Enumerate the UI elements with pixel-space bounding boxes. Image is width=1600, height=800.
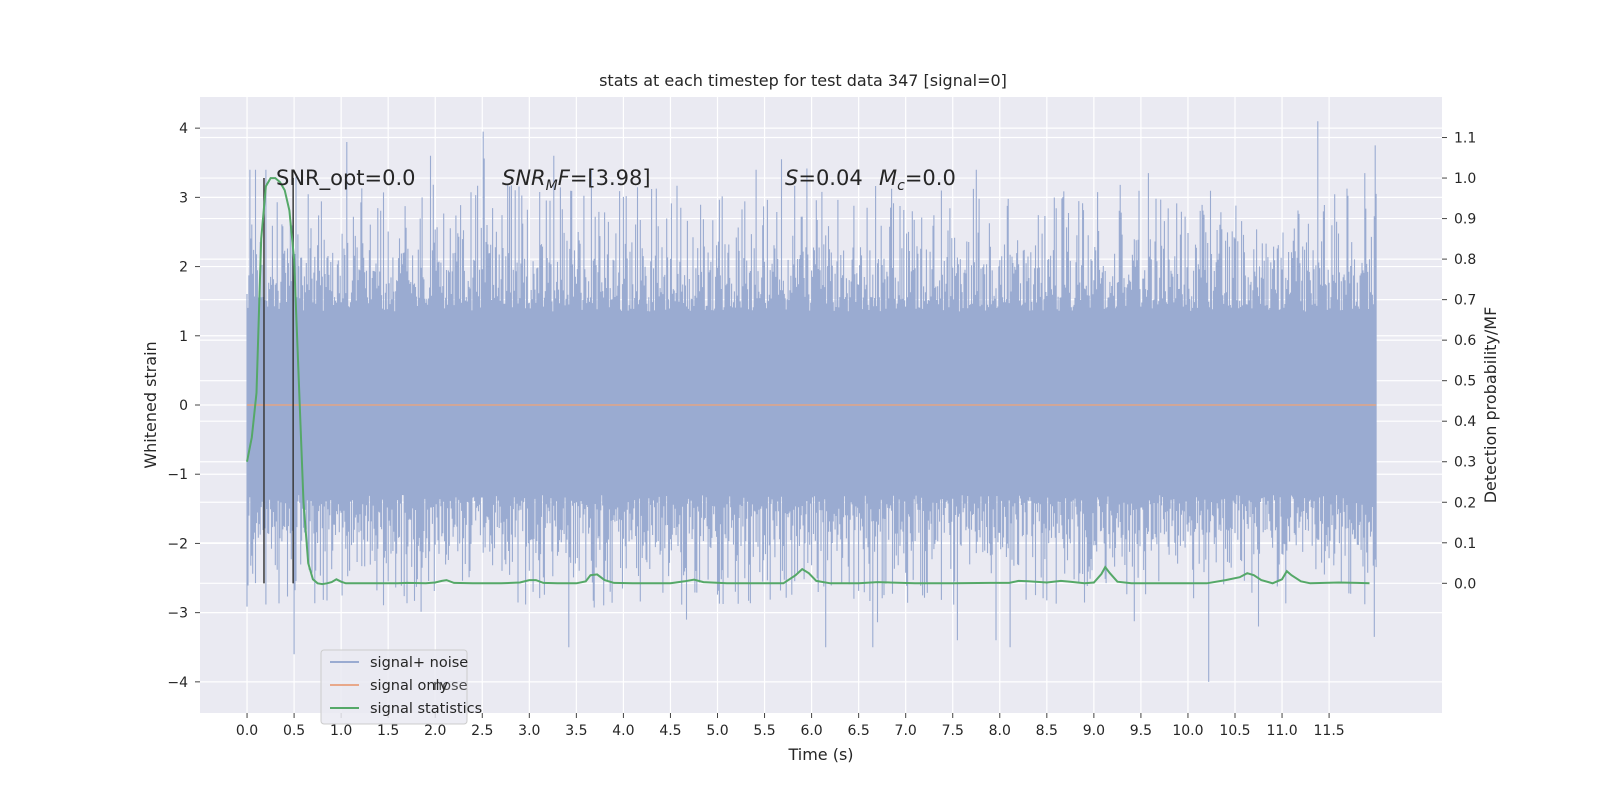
y-tick-label-4: 0 — [179, 398, 188, 414]
y2-tick-label-9: 0.2 — [1454, 495, 1476, 511]
x-tick-label-4: 2.0 — [424, 723, 446, 739]
legend-ghost-text: nose — [433, 678, 468, 694]
x-tick-label-2: 1.0 — [330, 723, 352, 739]
x-tick-label-13: 6.5 — [848, 723, 870, 739]
x-tick-label-19: 9.5 — [1130, 723, 1152, 739]
y2-tick-label-7: 0.4 — [1454, 414, 1476, 430]
x-tick-label-21: 10.5 — [1219, 723, 1250, 739]
x-tick-label-14: 7.0 — [895, 723, 917, 739]
y2-tick-label-6: 0.5 — [1454, 374, 1476, 390]
y2-tick-label-4: 0.7 — [1454, 293, 1476, 309]
x-tick-label-3: 1.5 — [377, 723, 399, 739]
x-tick-label-11: 5.5 — [753, 723, 775, 739]
x-tick-label-22: 11.0 — [1266, 723, 1297, 739]
legend-box — [320, 649, 468, 725]
x-tick-label-23: 11.5 — [1314, 723, 1345, 739]
x-tick-label-6: 3.0 — [518, 723, 540, 739]
x-tick-label-5: 2.5 — [471, 723, 493, 739]
y2-tick-label-0: 1.1 — [1454, 131, 1476, 147]
x-tick-label-9: 4.5 — [659, 723, 681, 739]
legend: nose signal+ noise signal only signal st… — [320, 649, 482, 725]
y-tick-label-5: −1 — [167, 467, 188, 483]
annotation-snr-mf: SNRMF=[3.98] — [502, 166, 651, 194]
y2-tick-label-10: 0.1 — [1454, 536, 1476, 552]
annotation-s: S=0.04 — [785, 166, 863, 190]
legend-entry-signal-plus-noise: signal+ noise — [370, 655, 468, 671]
x-tick-label-15: 7.5 — [942, 723, 964, 739]
y-tick-label-8: −4 — [167, 675, 188, 691]
y2-tick-label-11: 0.0 — [1454, 576, 1476, 592]
legend-entry-signal-only: signal only — [370, 678, 449, 694]
x-tick-label-20: 10.0 — [1172, 723, 1203, 739]
x-axis-label: Time (s) — [787, 745, 853, 764]
y-tick-label-2: 2 — [179, 260, 188, 276]
x-tick-label-16: 8.0 — [989, 723, 1011, 739]
x-tick-label-1: 0.5 — [283, 723, 305, 739]
legend-entry-signal-statistics: signal statistics — [370, 701, 482, 717]
y-axis-label: Whitened strain — [141, 341, 160, 468]
annotations: SNR_opt=0.0 SNRMF=[3.98] S=0.04 Mc=0.0 — [276, 166, 956, 194]
y-tick-label-7: −3 — [167, 606, 188, 622]
y2-tick-label-8: 0.3 — [1454, 455, 1476, 471]
y-tick-label-0: 4 — [179, 121, 188, 137]
y2-tick-label-5: 0.6 — [1454, 333, 1476, 349]
signal-statistics-line — [246, 177, 1370, 586]
y-tick-label-3: 1 — [179, 329, 188, 345]
y2-axis-label: Detection probability/MF — [1481, 307, 1500, 504]
y2-tick-label-1: 1.0 — [1454, 171, 1476, 187]
x-tick-label-8: 4.0 — [612, 723, 634, 739]
y2-tick-label-3: 0.8 — [1454, 252, 1476, 268]
chart-title: stats at each timestep for test data 347… — [599, 71, 1007, 90]
series-signal-plus-noise — [246, 121, 1377, 682]
x-tick-label-7: 3.5 — [565, 723, 587, 739]
annotation-mc: Mc=0.0 — [879, 166, 956, 194]
annotation-snr-opt: SNR_opt=0.0 — [276, 166, 416, 191]
y2-tick-label-2: 0.9 — [1454, 212, 1476, 228]
x-tick-label-10: 5.0 — [706, 723, 728, 739]
x-tick-label-12: 6.0 — [800, 723, 822, 739]
y-tick-label-1: 3 — [179, 190, 188, 206]
x-tick-label-18: 9.0 — [1083, 723, 1105, 739]
tick-labels: 0.0 0.5 1.0 1.5 2.0 2.5 3.0 3.5 4.0 4.5 5.0 5.5 6.0 6… — [167, 121, 1476, 739]
noise-trace — [246, 121, 1377, 682]
series-signal-statistics — [246, 177, 1370, 586]
x-tick-label-0: 0.0 — [236, 723, 258, 739]
y-tick-label-6: −2 — [167, 536, 188, 552]
x-tick-label-17: 8.5 — [1036, 723, 1058, 739]
